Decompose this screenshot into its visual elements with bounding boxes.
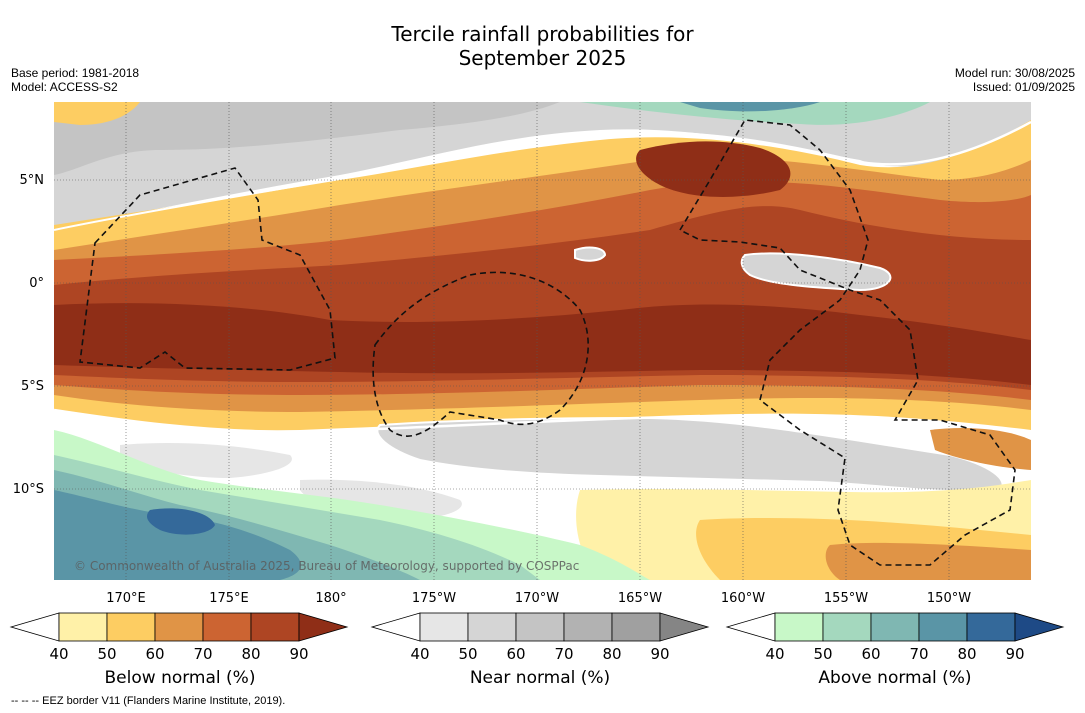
meta-right: Model run: 30/08/2025 Issued: 01/09/2025 [955,66,1075,94]
title-line-1: Tercile rainfall probabilities for [391,22,694,46]
colorbar-above-segment [774,612,824,642]
lon-labels: 170°E 175°E 180° 175°W 170°W 165°W 160°W… [106,591,971,606]
colorbar-above-segment [966,612,1016,642]
colorbar-near-segment [515,612,565,642]
colorbar-above-under-triangle [725,612,776,642]
lon-label-170w: 170°W [515,591,559,606]
lat-labels: 5°N 0° 5°S 10°S [13,173,44,497]
lat-label-5s: 5°S [21,379,44,394]
lon-label-175w: 175°W [412,591,456,606]
colorbar-label-below: Below normal (%) [104,668,256,688]
colorbar-above-tick: 90 [1005,645,1024,663]
colorbar-near-under-triangle [370,612,421,642]
colorbar-above-segment [822,612,872,642]
near-normal-east [740,252,892,292]
lat-label-10s: 10°S [13,482,44,497]
lon-label-150w: 150°W [927,591,971,606]
lat-label-5n: 5°N [20,173,45,188]
lon-label-180: 180° [315,591,346,606]
colorbar-below-segment [58,612,108,642]
colorbar-above-segment [870,612,920,642]
colorbar-below-segment [106,612,156,642]
lon-label-175e: 175°E [209,591,249,606]
colorbar-near: 40 50 60 70 80 90 [370,612,710,663]
lon-label-155w: 155°W [824,591,868,606]
colorbar-above: 40 50 60 70 80 90 [725,612,1065,663]
colorbar-above-tick: 40 [765,645,784,663]
colorbar-below-tick: 60 [145,645,164,663]
colorbar-above-segment [918,612,968,642]
meta-left: Base period: 1981-2018 Model: ACCESS-S2 [11,66,139,94]
lon-label-170e: 170°E [106,591,146,606]
colorbar-near-over-triangle [659,612,710,642]
colorbar-below-segment [154,612,204,642]
probability-field: © Commonwealth of Australia 2025, Bureau… [54,102,1031,580]
copyright-text: © Commonwealth of Australia 2025, Bureau… [74,559,579,573]
colorbar-near-tick: 80 [602,645,621,663]
issued-date: Issued: 01/09/2025 [972,80,1075,94]
map-title: Tercile rainfall probabilities for Septe… [0,22,1085,70]
colorbar-below-tick: 50 [97,645,116,663]
colorbar-below-segment [202,612,252,642]
colorbar-near-segment [563,612,613,642]
graticule [54,102,1031,580]
colorbar-below-tick: 70 [193,645,212,663]
eez-borders [79,119,1016,566]
model-run: Model run: 30/08/2025 [954,66,1075,80]
colorbar-below-tick: 90 [289,645,308,663]
colorbar-below-segment [250,612,300,642]
colorbar-above-tick: 50 [813,645,832,663]
colorbar-label-near: Near normal (%) [469,668,611,688]
colorbar-near-tick: 90 [650,645,669,663]
colorbar-near-segment [419,612,469,642]
colorbar-above-over-triangle [1014,612,1065,642]
colorbar-near-segment [611,612,661,642]
colorbar-above-tick: 80 [957,645,976,663]
colorbar-near-tick: 40 [410,645,429,663]
colorbar-below-under-triangle [9,612,60,642]
colorbar-near-tick: 50 [458,645,477,663]
colorbar-label-above: Above normal (%) [818,668,972,688]
colorbar-near-tick: 70 [554,645,573,663]
lat-label-0: 0° [29,276,44,291]
base-period: Base period: 1981-2018 [11,66,140,80]
title-line-2: September 2025 [458,46,627,70]
colorbar-near-segment [467,612,517,642]
lon-label-165w: 165°W [618,591,662,606]
lon-label-160w: 160°W [721,591,765,606]
colorbar-below-tick: 80 [241,645,260,663]
colorbars: 40 50 60 70 80 90 40 50 60 70 80 90 40 50 60 70 80 90 [9,612,1065,663]
above-normal-north [580,102,930,125]
colorbar-below-tick: 40 [49,645,68,663]
colorbar-near-tick: 60 [506,645,525,663]
eez-footnote: -- -- -- EEZ border V11 (Flanders Marine… [11,695,286,707]
model-name: Model: ACCESS-S2 [11,80,118,94]
colorbar-below-over-triangle [298,612,349,642]
colorbar-above-tick: 70 [909,645,928,663]
colorbar-above-tick: 60 [861,645,880,663]
colorbar-below: 40 50 60 70 80 90 [9,612,349,663]
